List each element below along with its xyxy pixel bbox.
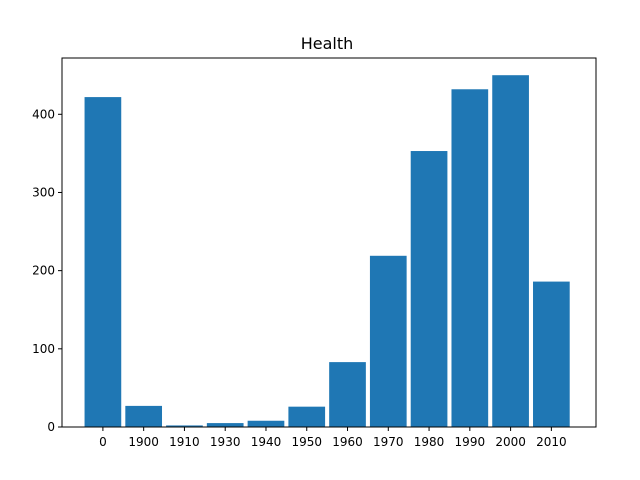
- x-tick-label: 1950: [291, 435, 322, 449]
- x-tick-label: 0: [99, 435, 107, 449]
- y-tick-label: 400: [32, 107, 55, 121]
- y-tick-label: 200: [32, 264, 55, 278]
- bar-1950: [288, 406, 326, 427]
- bar-0: [84, 97, 122, 427]
- x-tick-label: 1930: [210, 435, 241, 449]
- bar-2000: [492, 75, 529, 427]
- x-tick-label: 1970: [373, 435, 404, 449]
- x-tick-label: 2000: [495, 435, 526, 449]
- x-tick-label: 2010: [536, 435, 567, 449]
- y-tick-label: 100: [32, 342, 55, 356]
- bars-group: [84, 75, 570, 428]
- bar-1990: [451, 89, 489, 428]
- x-tick-label: 1900: [128, 435, 159, 449]
- bar-1940: [247, 420, 285, 427]
- x-tick-label: 1940: [251, 435, 282, 449]
- bar-1980: [410, 151, 448, 427]
- x-tick-label: 1910: [169, 435, 200, 449]
- bar-1960: [329, 362, 366, 427]
- x-tick-label: 1980: [414, 435, 445, 449]
- y-tick-label: 0: [47, 420, 55, 434]
- bar-2010: [533, 281, 570, 427]
- bar-1930: [206, 423, 244, 427]
- bar-1970: [369, 255, 407, 427]
- y-axis-ticks: 0 100 200 300 400: [32, 107, 62, 434]
- x-tick-label: 1990: [455, 435, 486, 449]
- x-axis-ticks: 0 1900 1910 1930 1940 1950 1960 1970 1980 1990 200…: [99, 427, 567, 449]
- chart-title: Health: [301, 34, 354, 53]
- x-tick-label: 1960: [332, 435, 363, 449]
- plot-frame: [61, 57, 597, 428]
- bar-1900: [125, 405, 163, 427]
- bar-1910: [166, 425, 203, 427]
- y-tick-label: 300: [32, 185, 55, 199]
